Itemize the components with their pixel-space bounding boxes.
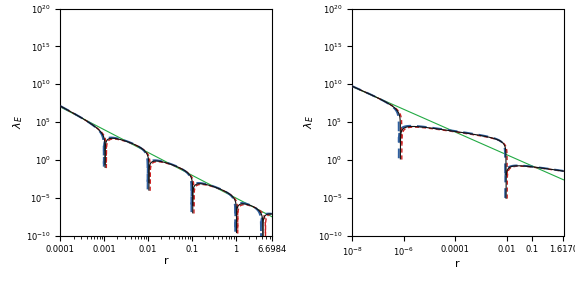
X-axis label: r: r (455, 259, 460, 269)
Y-axis label: $\lambda_E$: $\lambda_E$ (302, 115, 316, 129)
X-axis label: r: r (164, 256, 168, 266)
Y-axis label: $\lambda_E$: $\lambda_E$ (11, 115, 25, 129)
